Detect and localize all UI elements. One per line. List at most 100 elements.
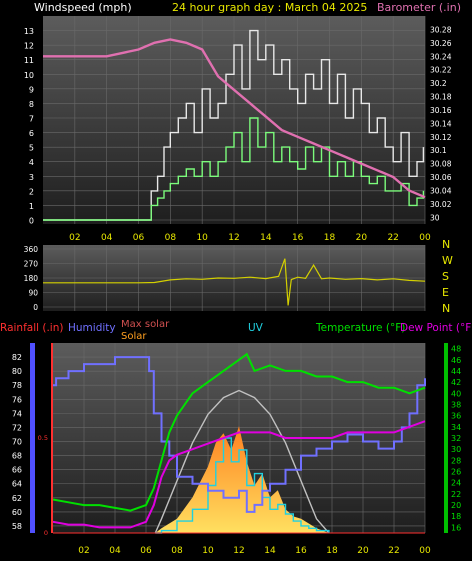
- hour-tick-label: 02: [78, 546, 89, 556]
- rain-tick-labels: 00.5: [38, 434, 48, 537]
- hour-tick-label: 06: [140, 546, 152, 556]
- barometer-tick: 30: [430, 213, 440, 222]
- wind-speed-tick: 10: [24, 71, 34, 80]
- humidity-axis-label: Humidity: [68, 322, 116, 334]
- temperature-tick: 20: [451, 501, 461, 510]
- barometer-tick: 30.28: [430, 25, 452, 34]
- max-solar-label: Max solar: [121, 319, 170, 330]
- hour-tick-label: 02: [69, 233, 80, 243]
- barometer-line: [43, 38, 426, 199]
- temperature-tick: 24: [451, 479, 461, 488]
- rain-axis-bar: [51, 343, 53, 533]
- wind-speed-tick: 0: [29, 217, 34, 226]
- barometer-tick: 30.22: [430, 66, 452, 75]
- barometer-tick: 30.24: [430, 52, 452, 61]
- humidity-tick: 76: [12, 395, 22, 404]
- temperature-tick: 46: [451, 356, 461, 365]
- hour-tick-label: 18: [324, 233, 336, 243]
- temperature-axis-bar: [444, 343, 448, 533]
- humidity-tick: 80: [12, 367, 22, 376]
- hour-tick-label: 18: [326, 546, 338, 556]
- compass-letter: S: [442, 270, 449, 283]
- barometer-tick: 30.14: [430, 119, 452, 128]
- temperature-tick: 26: [451, 468, 461, 477]
- hour-tick-label: 14: [264, 546, 276, 556]
- temperature-tick: 32: [451, 434, 461, 443]
- dewpoint-line: [52, 420, 426, 529]
- humidity-tick: 74: [12, 409, 22, 418]
- hour-tick-label: 12: [228, 233, 239, 243]
- temperature-tick: 38: [451, 400, 461, 409]
- rain-tick: 0: [44, 529, 48, 537]
- solar-area: [155, 426, 329, 533]
- barometer-tick: 30.2: [430, 79, 447, 88]
- temperature-tick-labels: 16 18 20 22 24 26 28 30 32 34 36 38 40 42 44 46 48: [451, 345, 461, 533]
- barometer-tick: 30.12: [430, 133, 452, 142]
- humidity-tick: 72: [12, 423, 22, 432]
- wind-speed-tick: 5: [29, 144, 34, 153]
- humidity-tick: 60: [12, 508, 22, 517]
- compass-letter: E: [442, 286, 449, 299]
- wind-direction-line: [43, 258, 426, 306]
- hour-tick-label: 04: [109, 546, 121, 556]
- compass-letter: N: [442, 238, 450, 251]
- dewpoint-axis-label: Dew Point (°F): [400, 322, 472, 334]
- temperature-tick: 36: [451, 412, 461, 421]
- humidity-tick: 78: [12, 381, 22, 390]
- direction-panel-series: [43, 258, 426, 306]
- wind-speed-tick: 8: [29, 100, 34, 109]
- hour-tick-label: 12: [233, 546, 244, 556]
- barometer-tick: 30.08: [430, 160, 452, 169]
- wind-average-line: [43, 117, 425, 221]
- humidity-tick: 64: [12, 480, 22, 489]
- wind-speed-tick: 3: [29, 173, 34, 182]
- hour-tick-label: 16: [292, 233, 304, 243]
- direction-degree-tick: 90: [28, 289, 38, 298]
- hour-tick-label: 10: [202, 546, 214, 556]
- hour-tick-label: 00: [419, 546, 431, 556]
- wind-speed-tick: 9: [29, 85, 34, 94]
- humidity-tick: 68: [12, 452, 22, 461]
- hour-tick-label: 08: [165, 233, 177, 243]
- hour-tick-label: 22: [387, 233, 398, 243]
- humidity-tick-labels: 58 60 62 64 66 68 70 72 74 76 78 80 82: [12, 353, 22, 531]
- temperature-tick: 44: [451, 367, 461, 376]
- uv-label: UV: [248, 322, 264, 334]
- wind-speed-tick: 6: [29, 129, 34, 138]
- wind-speed-tick: 13: [24, 27, 34, 36]
- temperature-tick: 16: [451, 523, 461, 532]
- temperature-tick: 28: [451, 456, 461, 465]
- temperature-tick: 22: [451, 490, 461, 499]
- direction-panel-grid: [43, 245, 426, 311]
- temperature-tick: 34: [451, 423, 461, 432]
- humidity-tick: 70: [12, 438, 22, 447]
- hour-tick-label: 20: [357, 546, 369, 556]
- barometer-tick: 30.06: [430, 173, 452, 182]
- compass-letter: N: [442, 302, 450, 315]
- hour-tick-label: 16: [295, 546, 307, 556]
- barometer-tick: 30.16: [430, 106, 452, 115]
- barometer-tick: 30.18: [430, 93, 452, 102]
- wind-speed-tick: 1: [29, 202, 34, 211]
- barometer-tick: 30.02: [430, 200, 452, 209]
- humidity-tick: 58: [12, 522, 22, 531]
- top-hour-tick-labels: 02 04 06 08 10 12 14 16 18 20 22 00: [69, 233, 431, 243]
- rainfall-axis-label: Rainfall (.in): [0, 322, 63, 334]
- humidity-tick: 66: [12, 466, 22, 475]
- barometer-tick: 30.1: [430, 146, 447, 155]
- humidity-axis-bar: [30, 343, 35, 533]
- temperature-tick: 40: [451, 389, 461, 398]
- windspeed-axis-label: Windspeed (mph): [34, 1, 132, 14]
- temperature-line: [52, 352, 426, 512]
- wind-speed-tick: 2: [29, 187, 34, 196]
- direction-degree-tick: 270: [24, 260, 39, 269]
- humidity-line: [53, 356, 426, 513]
- wind-speed-tick: 11: [24, 56, 34, 65]
- hour-tick-label: 08: [171, 546, 183, 556]
- rain-tick: 0.5: [38, 434, 48, 442]
- temperature-tick: 18: [451, 512, 461, 521]
